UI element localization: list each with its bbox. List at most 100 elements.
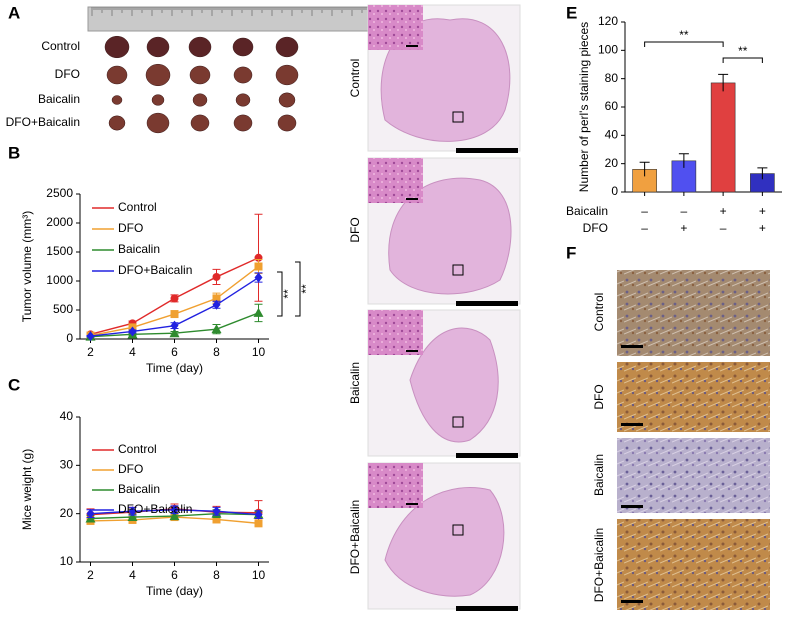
tissue [409, 327, 499, 443]
y-axis-label: Number of perl's staining pieces [577, 22, 591, 192]
x-tick-label: 8 [213, 345, 220, 359]
condition-mark: + [680, 221, 687, 235]
tumor [235, 93, 251, 107]
x-tick-label: 4 [129, 568, 136, 582]
panel-letter: C [8, 375, 20, 394]
tumor [188, 36, 212, 58]
marker [212, 515, 221, 524]
legend-label: Control [118, 442, 157, 456]
inset-scale [406, 45, 418, 47]
error-bar [718, 73, 729, 92]
row-label: DFO+Baicalin [592, 528, 606, 602]
tumor [104, 35, 130, 59]
significance: ** [679, 28, 689, 42]
tumor [106, 65, 128, 85]
condition-mark: + [720, 204, 727, 218]
y-tick-label: 80 [605, 71, 619, 85]
marker [169, 328, 180, 338]
condition-label: DFO [583, 221, 608, 235]
tumor [146, 112, 170, 134]
tumor [111, 95, 123, 105]
row-label: DFO [55, 67, 80, 81]
y-tick-label: 10 [60, 554, 74, 568]
y-tick-label: 40 [60, 409, 74, 423]
legend-label: Control [118, 200, 157, 214]
marker [128, 506, 137, 517]
inset [368, 5, 423, 50]
inset-scale [406, 198, 418, 200]
legend-label: DFO [118, 221, 143, 235]
y-tick-label: 120 [598, 14, 618, 28]
legend-label: DFO [118, 462, 143, 476]
y-tick-label: 40 [605, 128, 619, 142]
scale-bar [456, 453, 518, 458]
significance-bracket [722, 57, 763, 63]
y-axis-label: Tumor volume (mm³) [20, 211, 34, 323]
marker [212, 272, 221, 281]
row-label: DFO+Baicalin [348, 500, 362, 574]
significance-bracket [644, 41, 724, 47]
y-tick-label: 30 [60, 458, 74, 472]
condition-mark: + [759, 204, 766, 218]
tumor [192, 93, 208, 107]
tumor [108, 115, 126, 131]
marker [212, 294, 221, 303]
marker [254, 509, 263, 520]
x-tick-label: 6 [171, 568, 178, 582]
tumor [275, 36, 299, 58]
error-bar [757, 167, 768, 180]
marker [86, 331, 95, 342]
inset [368, 310, 423, 355]
marker [169, 511, 180, 521]
x-tick-label: 8 [213, 568, 220, 582]
row-label: DFO+Baicalin [6, 115, 80, 129]
tumor [233, 66, 253, 84]
marker [254, 272, 263, 283]
error-bar [639, 161, 650, 177]
marker [170, 504, 179, 515]
inset [368, 158, 423, 203]
panel-letter: F [566, 243, 576, 262]
y-tick-label: 1000 [46, 273, 73, 287]
row-label: Control [348, 59, 362, 98]
x-tick-label: 4 [129, 345, 136, 359]
marker [170, 294, 179, 303]
marker [170, 310, 179, 319]
x-axis-label: Time (day) [146, 584, 203, 598]
row-label: DFO [348, 217, 362, 242]
x-axis-label: Time (day) [146, 361, 203, 375]
x-tick-label: 2 [87, 345, 94, 359]
marker [254, 519, 263, 528]
stain-image [617, 270, 770, 610]
y-tick-label: 500 [53, 302, 73, 316]
panel-letter: A [8, 3, 20, 22]
significance-bracket [277, 271, 283, 317]
marker [86, 508, 95, 519]
scale-bar [456, 301, 518, 306]
marker [212, 299, 221, 310]
row-label: Baicalin [592, 454, 606, 496]
marker [170, 320, 179, 331]
inset [368, 463, 423, 508]
significance: ** [299, 284, 313, 294]
x-tick-label: 2 [87, 568, 94, 582]
condition-label: Baicalin [566, 204, 608, 218]
tumor [145, 63, 171, 87]
y-tick-label: 20 [605, 156, 619, 170]
y-tick-label: 1500 [46, 244, 73, 258]
legend-label: Baicalin [118, 242, 160, 256]
marker [128, 326, 137, 337]
tumor [189, 65, 211, 85]
legend-label: Baicalin [118, 482, 160, 496]
roi [452, 524, 464, 536]
panel-letter: E [566, 3, 577, 22]
inset-scale [406, 503, 418, 505]
y-tick-label: 0 [66, 331, 73, 345]
tumor-photo [104, 35, 299, 134]
y-tick-label: 2000 [46, 215, 73, 229]
tumor [232, 37, 254, 57]
significance: ** [281, 289, 295, 299]
marker [212, 506, 221, 517]
row-label: Control [592, 293, 606, 332]
error-bar [678, 153, 689, 168]
